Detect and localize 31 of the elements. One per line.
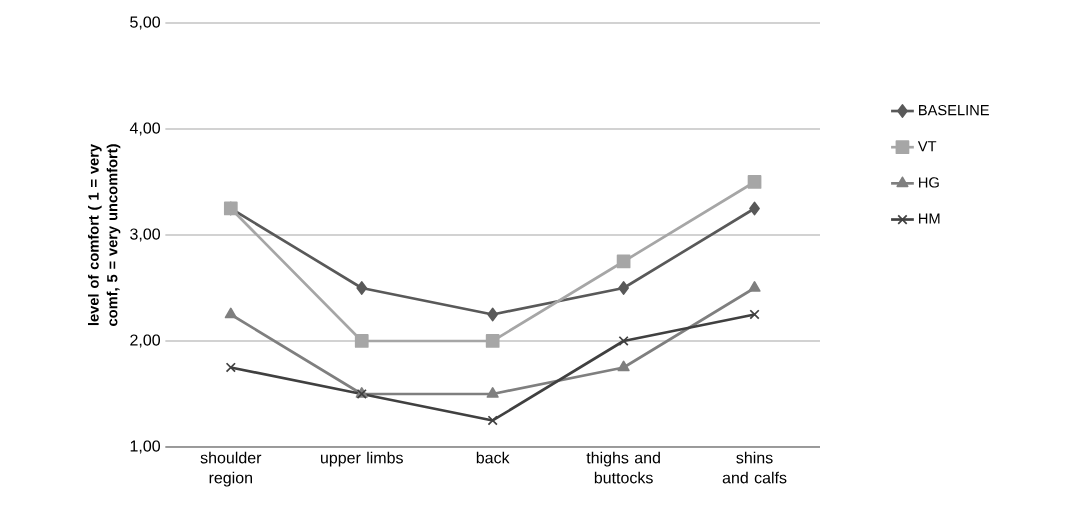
legend-label: VT [917,141,937,152]
point [618,281,629,295]
y-tick-label: 3,00 [130,228,161,242]
x-tick-label: shins and calfs [722,451,787,484]
legend-label: HG [919,177,939,188]
x-tick-label: thighs and buttocks [586,451,660,484]
point [618,335,629,347]
x-tick-label: upper limbs [320,451,403,467]
y-tick-label: 1,00 [130,440,161,454]
point [486,387,499,398]
point [747,175,762,189]
point [354,334,369,348]
y-axis-title: level of comfort ( 1 = very comf, 5 = very uncomfort) [88,144,121,326]
point [224,307,237,319]
point [749,201,760,216]
point [748,281,761,292]
y-tick-label: 4,00 [129,122,161,136]
y-tick-label: 5,00 [130,16,161,30]
point [225,362,236,373]
point [749,309,760,320]
x-tick-label: shoulder region [200,451,262,487]
point [485,334,500,348]
point [356,281,368,295]
point [616,254,631,269]
legend-label: BASELINE [919,104,989,116]
legend-label: HM [919,213,940,224]
x-tick-label: back [476,451,510,464]
point [487,307,499,322]
point [617,360,630,372]
y-tick-label: 2,00 [130,334,161,348]
point [487,415,498,426]
